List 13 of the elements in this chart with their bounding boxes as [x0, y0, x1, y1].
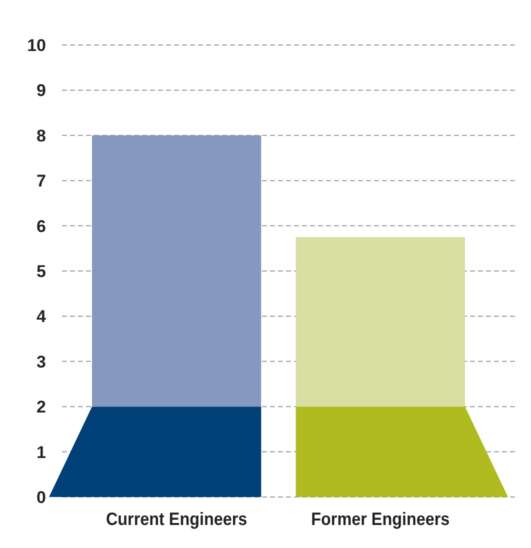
- y-tick-label: 4: [36, 307, 47, 326]
- y-tick-label: 9: [36, 81, 46, 100]
- y-tick-label: 6: [36, 216, 46, 236]
- y-tick-label: 0: [36, 488, 46, 507]
- y-tick-label: 2: [36, 398, 46, 417]
- y-tick-label: 5: [36, 262, 46, 281]
- y-tick-label: 8: [36, 126, 46, 146]
- y-tick-label: 7: [36, 172, 46, 191]
- y-tick-label: 10: [27, 36, 46, 55]
- y-tick-label: 1: [36, 442, 46, 462]
- x-tick-label: Former Engineers: [311, 509, 450, 530]
- y-tick-label: 3: [36, 352, 46, 372]
- x-tick-label: Current Engineers: [106, 509, 248, 530]
